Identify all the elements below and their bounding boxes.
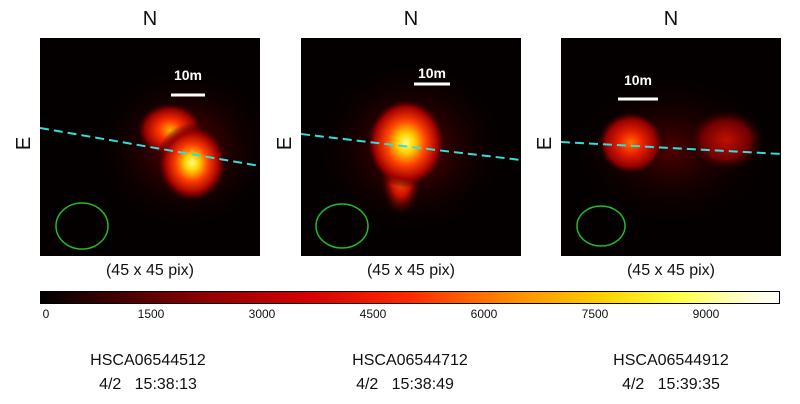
heatmap-image: 10m [301, 38, 521, 256]
colorbar-tick: 0 [42, 307, 50, 321]
beam-ellipse [315, 203, 369, 249]
colorbar-tick: 7500 [581, 307, 609, 321]
image-panel-1: N E [13, 0, 280, 290]
scale-label: 10m [174, 67, 202, 83]
trajectory-line [561, 141, 781, 155]
colorbar-tick: 9000 [692, 307, 720, 321]
colorbar-tick: 6000 [470, 307, 498, 321]
heatmap-svg: 10m [301, 63, 521, 249]
date: 4/2 [622, 376, 645, 393]
east-label: E [274, 136, 297, 151]
scale-label: 10m [418, 65, 446, 81]
east-label: E [13, 136, 36, 151]
date: 4/2 [356, 376, 379, 393]
timestamp: 4/2 15:39:35 [571, 376, 771, 394]
beam-ellipse [55, 202, 109, 250]
dimension-label: (45 x 45 pix) [626, 262, 716, 279]
heatmap-image: 10m [561, 38, 781, 256]
file-id: HSCA06544712 [352, 352, 468, 369]
scale-label: 10m [624, 72, 652, 88]
image-panel-3: N E [534, 0, 800, 290]
colorbar [40, 291, 780, 304]
colorbar-tick: 3000 [248, 307, 276, 321]
north-label: N [403, 8, 419, 30]
north-label: N [663, 8, 679, 30]
date: 4/2 [99, 376, 122, 393]
east-label: E [534, 136, 557, 151]
colorbar-tick: 4500 [359, 307, 387, 321]
trajectory-line [40, 127, 260, 167]
image-panel-2: N E [274, 0, 541, 290]
time: 15:38:49 [391, 376, 454, 393]
trajectory-line [301, 133, 521, 161]
colorbar-tick: 1500 [137, 307, 165, 321]
timestamp: 4/2 15:38:49 [305, 376, 505, 394]
file-id: HSCA06544912 [613, 352, 729, 369]
time: 15:39:35 [657, 376, 720, 393]
dimension-label: (45 x 45 pix) [105, 262, 195, 279]
time: 15:38:13 [134, 376, 197, 393]
heatmap-image: 10m [40, 38, 260, 256]
north-label: N [142, 8, 158, 30]
heatmap-svg: 10m [40, 67, 260, 250]
beam-ellipse [576, 205, 626, 247]
timestamp: 4/2 15:38:13 [48, 376, 248, 394]
heatmap-svg: 10m [561, 72, 781, 247]
dimension-label: (45 x 45 pix) [366, 262, 456, 279]
file-id: HSCA06544512 [90, 352, 206, 369]
